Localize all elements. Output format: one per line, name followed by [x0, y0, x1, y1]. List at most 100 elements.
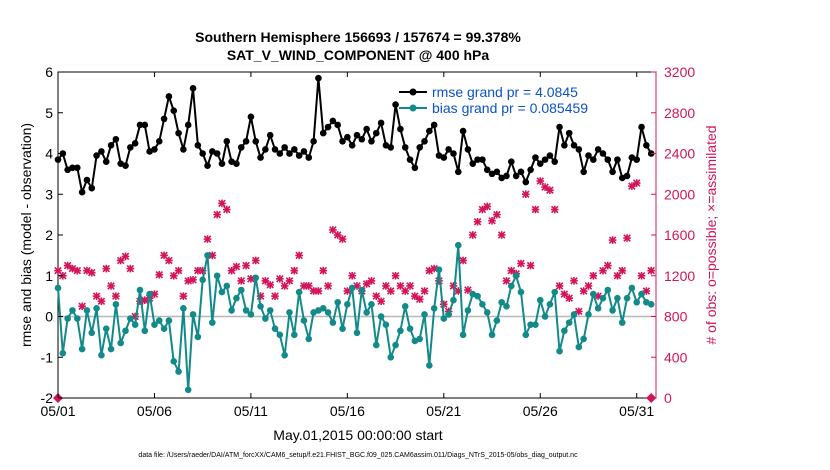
bias-point — [141, 327, 149, 335]
bias-point — [262, 315, 269, 322]
bias-point — [638, 290, 645, 298]
bias-point — [392, 341, 399, 349]
obs-assimilated-marker — [213, 210, 221, 219]
obs-assimilated-marker — [415, 295, 424, 303]
obs-assimilated-marker — [222, 205, 231, 214]
obs-assimilated-marker — [126, 264, 135, 273]
bias-point — [483, 309, 491, 316]
rmse-point — [377, 119, 385, 127]
rmse-point — [180, 146, 187, 153]
legend: rmse grand pr = 4.0845 bias grand pr = 0… — [399, 84, 588, 116]
rmse-point — [329, 117, 337, 125]
rmse-point — [218, 160, 226, 167]
y-right-tick-label: 3200 — [664, 64, 695, 80]
rmse-point — [315, 74, 322, 82]
bias-layer — [54, 241, 655, 394]
rmse-point — [319, 129, 327, 137]
bias-point — [503, 303, 510, 310]
bias-point — [64, 315, 71, 322]
rmse-point — [122, 162, 129, 170]
x-tick-label: 05/21 — [426, 403, 461, 419]
rmse-point — [131, 140, 139, 147]
obs-assimilated-marker — [295, 251, 303, 260]
rmse-point — [527, 166, 534, 174]
bias-point — [247, 311, 255, 318]
rmse-point — [286, 150, 293, 157]
rmse-point — [257, 154, 264, 161]
obs-assimilated-marker — [338, 235, 347, 243]
rmse-point — [638, 123, 645, 131]
bias-point — [363, 309, 370, 316]
y-left-tick-label: 2 — [45, 227, 53, 243]
rmse-point — [604, 156, 612, 163]
bias-point — [146, 290, 153, 298]
rmse-point — [372, 129, 380, 137]
bias-point — [580, 335, 587, 343]
rmse-point — [184, 121, 192, 129]
y-right-axis-label: # of obs: o=possible; ×=assimilated — [703, 125, 719, 344]
rmse-point — [223, 137, 231, 145]
bias-point — [266, 307, 274, 314]
bias-point — [344, 300, 351, 308]
bias-point — [517, 288, 525, 296]
bias-point — [151, 321, 158, 328]
rmse-point — [194, 142, 202, 149]
rmse-point — [78, 188, 86, 196]
rmse-point — [570, 142, 578, 149]
obs-assimilated-marker — [218, 199, 226, 208]
bias-point — [450, 296, 457, 304]
x-tick-label: 05/26 — [523, 403, 558, 419]
rmse-point — [426, 127, 433, 135]
rmse-point — [609, 168, 616, 176]
y-right-tick-label: 1200 — [664, 268, 695, 284]
obs-assimilated-marker — [521, 190, 530, 199]
x-tick-label: 05/31 — [619, 403, 654, 419]
rmse-point — [575, 146, 583, 153]
obs-assimilated-marker — [459, 256, 467, 265]
rmse-point — [324, 123, 332, 131]
bias-point — [546, 300, 554, 308]
y-right-tick-label: 0 — [664, 390, 672, 406]
obs-assimilated-marker — [550, 205, 559, 214]
bias-point — [585, 311, 592, 318]
bias-point — [300, 317, 308, 324]
bias-point — [647, 300, 655, 308]
rmse-point — [643, 142, 650, 149]
bias-point — [541, 313, 549, 320]
y-left-tick-label: 3 — [45, 186, 53, 202]
bias-point — [180, 305, 187, 312]
bias-point — [565, 319, 573, 326]
legend-bias-swatch-marker — [409, 104, 417, 112]
obs-assimilated-marker — [386, 287, 395, 295]
bias-point — [498, 298, 505, 306]
obs-assimilated-marker — [189, 276, 197, 284]
rmse-point — [339, 137, 346, 145]
y-right-tick-label: 1600 — [664, 227, 695, 243]
rmse-point — [165, 93, 173, 100]
obs-assimilated-marker — [603, 261, 612, 270]
bias-point — [242, 307, 250, 314]
obs-assimilated-marker — [584, 282, 593, 290]
rmse-point — [493, 168, 501, 176]
rmse-point — [160, 115, 168, 123]
bias-point — [377, 313, 385, 320]
rmse-point — [348, 142, 356, 149]
obs-assimilated-marker — [266, 281, 274, 289]
obs-assimilated-marker — [546, 186, 554, 194]
bias-point — [329, 319, 337, 326]
obs-assimilated-marker — [184, 277, 193, 285]
y-left-tick-label: -2 — [41, 390, 54, 406]
obs-assimilated-marker — [73, 266, 82, 275]
y-right-tick-label: 2800 — [664, 105, 695, 121]
rmse-point — [363, 125, 370, 133]
bias-point — [536, 296, 544, 304]
bias-point — [590, 290, 597, 298]
obs-assimilated-marker — [497, 231, 506, 239]
bias-point — [295, 288, 303, 296]
bias-point — [184, 386, 192, 394]
obs-assimilated-marker — [174, 266, 183, 275]
obs-assimilated-marker — [285, 277, 294, 285]
obs-assimilated-marker — [502, 277, 511, 285]
bias-point — [401, 303, 409, 310]
obs-assimilated-marker — [121, 252, 130, 261]
